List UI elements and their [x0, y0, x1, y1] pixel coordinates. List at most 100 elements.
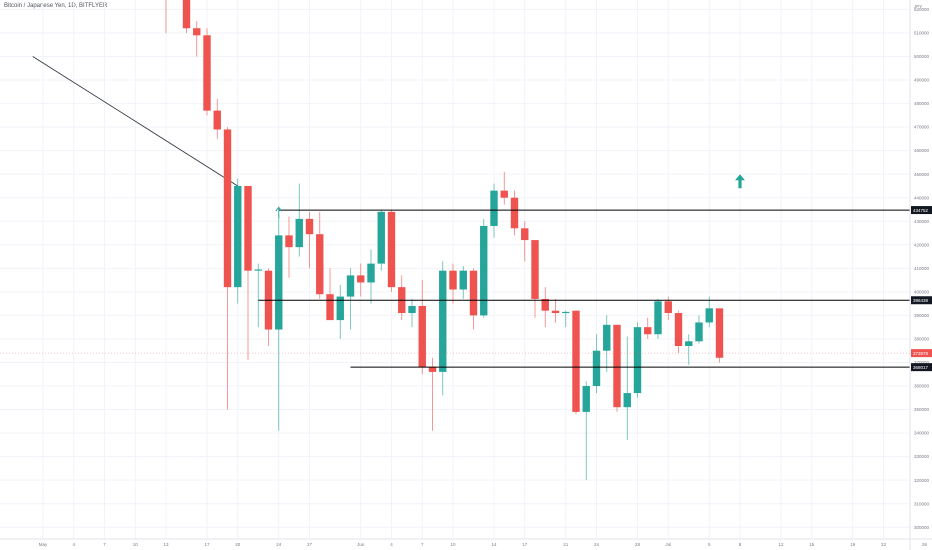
time-axis: May 4 7 10 13 17 20 24 27 Jun 4 7 10 14 17 21 24 28 Jul 5 8 1… — [0, 538, 932, 547]
candle — [439, 261, 447, 396]
trendline — [32, 56, 238, 187]
candle-body — [674, 313, 683, 346]
candle — [695, 315, 703, 344]
price-tag-label: 396438 — [913, 298, 929, 303]
y-tick-label: 330000 — [914, 454, 930, 459]
price-tag — [911, 296, 932, 305]
candle — [469, 268, 478, 330]
price-tag-label: 434752 — [913, 208, 929, 213]
candle — [182, 0, 191, 33]
candle-body — [551, 310, 560, 314]
candles-layer — [165, 0, 724, 481]
candle-body — [336, 296, 344, 321]
y-tick-label: 380000 — [914, 337, 930, 342]
x-tick-label: 22 — [881, 542, 887, 547]
x-tick-label: 28 — [635, 542, 641, 547]
x-tick-label: 15 — [809, 542, 815, 547]
candle — [459, 265, 467, 299]
candle — [613, 324, 621, 412]
candle — [275, 214, 283, 431]
grid-layer — [0, 0, 910, 539]
candle — [254, 263, 262, 328]
x-tick-label: 27 — [307, 542, 313, 547]
candle — [603, 315, 611, 372]
y-tick-label: 420000 — [914, 242, 930, 247]
arrows-layer — [275, 174, 745, 219]
x-tick-label: 8 — [739, 542, 742, 547]
x-tick-label: 21 — [563, 542, 569, 547]
candle — [531, 240, 539, 318]
horizontal-lines-layer — [0, 209, 910, 368]
up-arrow-outline-icon — [275, 206, 283, 219]
up-arrow-icon — [735, 174, 745, 189]
candle — [685, 334, 693, 365]
candle-body — [592, 350, 601, 387]
candle — [449, 263, 457, 304]
candle — [367, 249, 375, 304]
candle — [244, 185, 252, 361]
y-axis-unit-label: JPY — [914, 4, 922, 9]
candle-body — [254, 269, 262, 271]
candle — [654, 298, 662, 339]
candle-body — [428, 367, 437, 372]
y-tick-label: 410000 — [914, 266, 930, 271]
candle — [346, 268, 355, 330]
candle-body — [469, 270, 478, 316]
y-tick-label: 400000 — [914, 289, 930, 294]
candle-body — [275, 235, 283, 330]
x-tick-label: Jun — [357, 542, 365, 547]
candle-body — [418, 305, 426, 368]
candle-body — [295, 218, 303, 248]
x-tick-label: 12 — [778, 542, 784, 547]
candle — [705, 296, 713, 328]
candle-body — [408, 305, 416, 314]
candle — [264, 268, 273, 346]
candle — [387, 209, 396, 292]
candle — [165, 0, 167, 33]
x-tick-label: 7 — [421, 542, 424, 547]
trendline-layer — [32, 56, 238, 187]
x-tick-label: 17 — [204, 542, 210, 547]
candle-body — [715, 308, 724, 358]
candle — [203, 28, 211, 116]
candle — [377, 209, 385, 271]
candle — [193, 21, 201, 57]
candle — [408, 298, 416, 328]
price-axis: 300000 310000 320000 330000 340000 350000 3600… — [909, 0, 930, 550]
candle-body — [521, 228, 529, 241]
candle — [316, 211, 324, 299]
candle-body — [213, 110, 221, 130]
candle-body — [510, 197, 519, 229]
y-tick-label: 500000 — [914, 54, 930, 59]
candle — [500, 171, 508, 205]
x-tick-label: 24 — [276, 542, 282, 547]
y-tick-label: 360000 — [914, 384, 930, 389]
candle — [582, 381, 590, 481]
x-tick-label: 17 — [522, 542, 528, 547]
candle-body — [572, 310, 580, 412]
candle-body — [582, 386, 590, 412]
candle-body — [623, 393, 631, 408]
candle-body — [223, 129, 232, 288]
y-tick-label: 340000 — [914, 431, 930, 436]
y-tick-label: 370000 — [914, 360, 930, 365]
candle — [418, 280, 426, 375]
candle-body — [449, 270, 457, 290]
x-tick-label: 7 — [103, 542, 106, 547]
candle-body — [480, 225, 488, 316]
y-tick-label: 440000 — [914, 195, 930, 200]
candle-body — [685, 341, 693, 346]
current-price-tag — [911, 349, 932, 358]
x-tick-label: 13 — [163, 542, 169, 547]
candle — [644, 317, 652, 339]
candle — [592, 334, 601, 394]
candle-body — [654, 301, 662, 335]
candle — [357, 263, 365, 297]
candle — [223, 127, 232, 410]
candle-body — [531, 240, 539, 299]
candle-body — [285, 235, 293, 248]
x-tick-label: 4 — [72, 542, 75, 547]
y-tick-label: 310000 — [914, 501, 930, 506]
x-tick-label: 20 — [235, 542, 241, 547]
